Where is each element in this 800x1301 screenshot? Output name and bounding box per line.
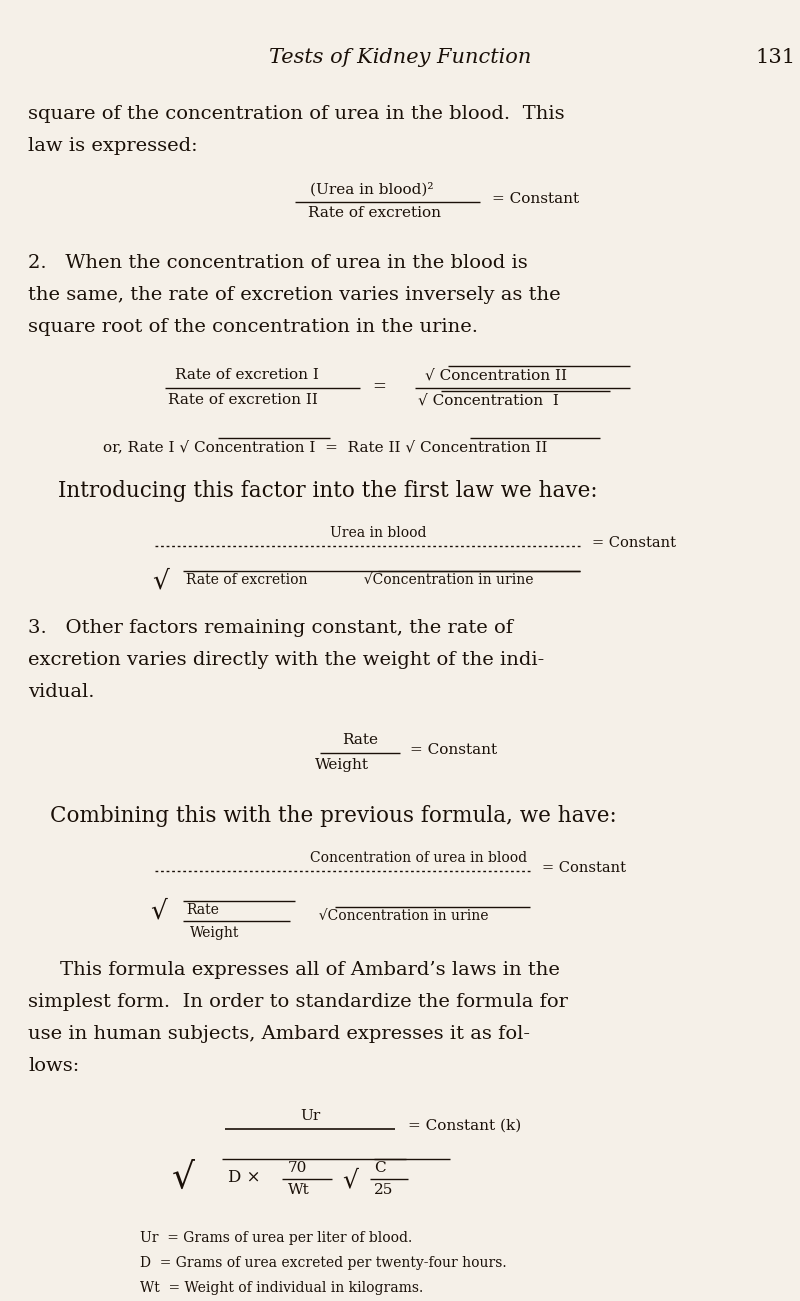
Text: = Constant: = Constant [542, 861, 626, 876]
Text: Urea in blood: Urea in blood [330, 526, 426, 540]
Text: = Constant: = Constant [592, 536, 676, 550]
Text: √Concentration in urine: √Concentration in urine [310, 909, 489, 922]
Text: Wt  = Weight of individual in kilograms.: Wt = Weight of individual in kilograms. [140, 1281, 423, 1294]
Text: √: √ [342, 1170, 358, 1192]
Text: vidual.: vidual. [28, 683, 94, 701]
Text: √: √ [150, 899, 166, 924]
Text: (Urea in blood)²: (Urea in blood)² [310, 182, 434, 196]
Text: 2.   When the concentration of urea in the blood is: 2. When the concentration of urea in the… [28, 254, 528, 272]
Text: Concentration of urea in blood: Concentration of urea in blood [310, 851, 527, 865]
Text: Introducing this factor into the first law we have:: Introducing this factor into the first l… [58, 480, 598, 502]
Text: 131: 131 [755, 48, 795, 66]
Text: = Constant: = Constant [492, 193, 579, 206]
Text: Tests of Kidney Function: Tests of Kidney Function [269, 48, 531, 66]
Text: Weight: Weight [190, 926, 239, 941]
Text: simplest form.  In order to standardize the formula for: simplest form. In order to standardize t… [28, 993, 568, 1011]
Text: square root of the concentration in the urine.: square root of the concentration in the … [28, 317, 478, 336]
Text: Rate of excretion: Rate of excretion [308, 206, 441, 220]
Text: the same, the rate of excretion varies inversely as the: the same, the rate of excretion varies i… [28, 286, 561, 304]
Text: Rate of excretion II: Rate of excretion II [168, 393, 318, 407]
Text: Rate: Rate [342, 732, 378, 747]
Text: 3.   Other factors remaining constant, the rate of: 3. Other factors remaining constant, the… [28, 619, 513, 637]
Text: Rate of excretion: Rate of excretion [186, 572, 307, 587]
Text: Ur  = Grams of urea per liter of blood.: Ur = Grams of urea per liter of blood. [140, 1231, 412, 1245]
Text: law is expressed:: law is expressed: [28, 137, 198, 155]
Text: Rate of excretion I: Rate of excretion I [175, 368, 319, 382]
Text: = Constant: = Constant [410, 743, 497, 757]
Text: This formula expresses all of Ambard’s laws in the: This formula expresses all of Ambard’s l… [60, 961, 560, 978]
Text: 25: 25 [374, 1183, 394, 1197]
Text: 70: 70 [288, 1160, 307, 1175]
Text: or, Rate I √ Concentration I  =  Rate II √ Concentration II: or, Rate I √ Concentration I = Rate II √… [103, 440, 547, 454]
Text: lows:: lows: [28, 1056, 79, 1075]
Text: Combining this with the previous formula, we have:: Combining this with the previous formula… [50, 805, 617, 827]
Text: = Constant (k): = Constant (k) [408, 1119, 522, 1133]
Text: √Concentration in urine: √Concentration in urine [355, 572, 534, 587]
Text: =: = [372, 379, 386, 396]
Text: use in human subjects, Ambard expresses it as fol-: use in human subjects, Ambard expresses … [28, 1025, 530, 1043]
Text: √ Concentration II: √ Concentration II [425, 368, 567, 382]
Text: √: √ [172, 1160, 195, 1196]
Text: D  = Grams of urea excreted per twenty-four hours.: D = Grams of urea excreted per twenty-fo… [140, 1255, 506, 1270]
Text: √: √ [152, 569, 169, 595]
Text: Ur: Ur [300, 1108, 320, 1123]
Text: excretion varies directly with the weight of the indi-: excretion varies directly with the weigh… [28, 650, 544, 669]
Text: D ×: D × [228, 1170, 261, 1187]
Text: C: C [374, 1160, 386, 1175]
Text: √ Concentration  I: √ Concentration I [418, 393, 559, 407]
Text: square of the concentration of urea in the blood.  This: square of the concentration of urea in t… [28, 105, 565, 124]
Text: Wt: Wt [288, 1183, 310, 1197]
Text: Rate: Rate [186, 903, 219, 917]
Text: Weight: Weight [315, 758, 369, 771]
